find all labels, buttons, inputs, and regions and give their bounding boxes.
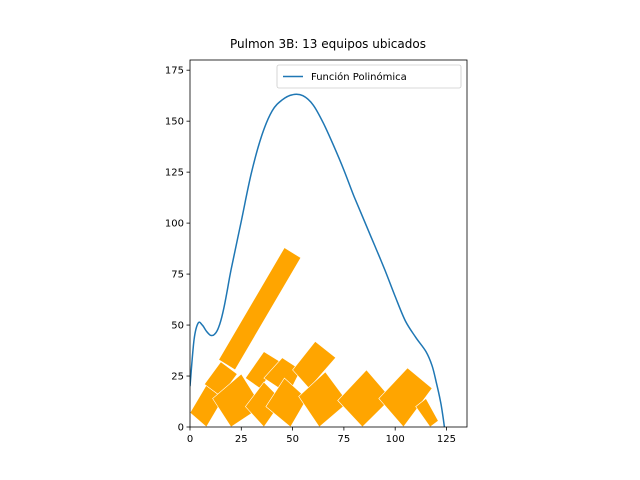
equipment-rect-3 [203,361,238,397]
legend: Función Polinómica [276,64,462,89]
y-tick-label: 0 [178,423,184,434]
series-layer [190,93,446,427]
y-tick-label: 175 [165,66,184,77]
y-tick-label: 125 [165,168,184,179]
x-tick-label: 125 [437,434,456,445]
equipment-rect-9 [292,340,337,389]
series-line-1 [190,93,446,427]
x-tick-label: 100 [386,434,405,445]
chart-title: Pulmon 3B: 13 equipos ubicados [230,37,426,51]
axes: 0 25 50 75 100 125 0 25 50 75 100 125 150 175 [165,59,468,445]
equipment-rect-1 [218,247,302,371]
y-tick-label: 100 [165,219,184,230]
y-tick-label: 50 [171,321,184,332]
equipment-rect-12 [378,367,433,428]
equipment-rect-13 [415,398,439,428]
equipment-layer [189,247,439,428]
y-tick-label: 25 [171,372,184,383]
x-tick-label: 25 [235,434,248,445]
plot-frame [189,59,468,428]
legend-label: Función Polinómica [311,71,407,83]
y-tick-label: 75 [171,270,184,281]
x-tick-label: 50 [286,434,299,445]
y-tick-label: 150 [165,117,184,128]
legend-box [276,64,462,89]
x-tick-label: 0 [187,434,193,445]
x-tick-label: 75 [338,434,351,445]
